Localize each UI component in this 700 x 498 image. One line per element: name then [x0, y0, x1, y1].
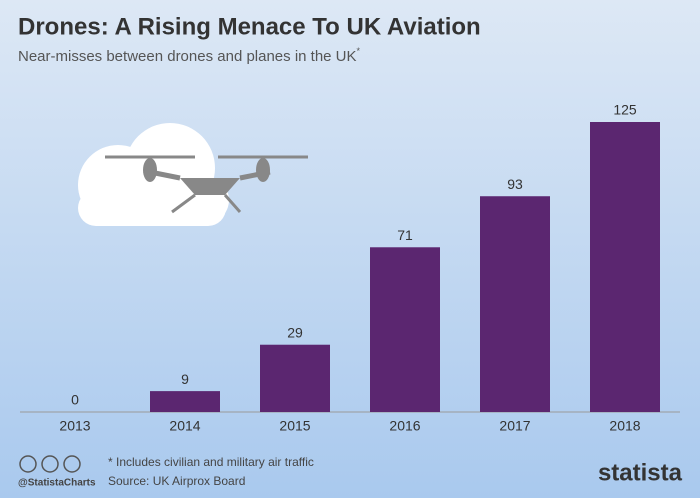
value-label: 125	[613, 102, 637, 118]
x-tick-label: 2017	[499, 418, 530, 434]
bar	[480, 196, 550, 412]
footnote: * Includes civilian and military air tra…	[108, 455, 314, 469]
cc-icons	[19, 455, 81, 473]
bar	[590, 122, 660, 412]
value-label: 9	[181, 371, 189, 387]
subtitle-marker: *	[357, 46, 361, 56]
drone	[105, 155, 308, 214]
x-tick-label: 2013	[59, 418, 90, 434]
x-tick-label: 2016	[389, 418, 420, 434]
subtitle-text: Near-misses between drones and planes in…	[18, 48, 357, 65]
bar	[150, 391, 220, 412]
value-label: 71	[397, 227, 413, 243]
x-tick-label: 2018	[609, 418, 640, 434]
handle: @StatistaCharts	[18, 478, 96, 489]
value-label: 0	[71, 392, 79, 408]
chart-subtitle: Near-misses between drones and planes in…	[18, 46, 361, 65]
value-label: 93	[507, 176, 523, 192]
bar	[370, 247, 440, 412]
chart-title: Drones: A Rising Menace To UK Aviation	[18, 13, 481, 40]
x-tick-label: 2015	[279, 418, 310, 434]
source: Source: UK Airprox Board	[108, 474, 245, 488]
bar	[260, 344, 330, 412]
brand: statista	[598, 459, 683, 486]
value-label: 29	[287, 324, 303, 340]
x-tick-label: 2014	[169, 418, 200, 434]
